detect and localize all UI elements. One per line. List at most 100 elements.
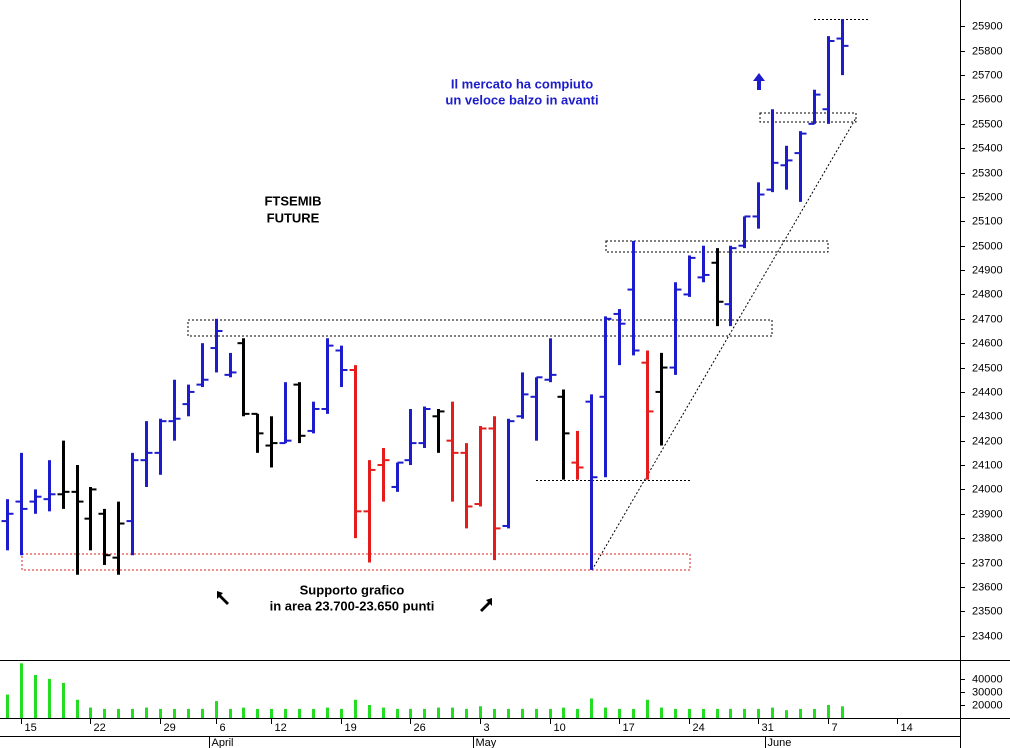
ohlc-bar: [237, 338, 250, 417]
volume-bar: [507, 708, 510, 718]
volume-bar: [62, 682, 65, 718]
ohlc-bar: [126, 452, 139, 556]
y-tick-label: 23700: [972, 557, 1003, 569]
y-tick-label: 25400: [972, 142, 1003, 154]
ohlc-bar: [738, 215, 751, 249]
ohlc-bar: [71, 465, 84, 575]
volume-bar: [549, 708, 552, 718]
y-tick-label: 25100: [972, 215, 1003, 227]
annotation: FTSEMIB FUTURE: [264, 193, 321, 225]
ohlc-bar: [474, 426, 487, 507]
ohlc-bar: [780, 145, 793, 190]
annotation-text: in area 23.700-23.650 punti: [270, 598, 435, 613]
volume-bar: [465, 708, 468, 718]
volume-bar: [604, 707, 607, 718]
x-tick-label: 12: [275, 722, 287, 734]
y-tick-label: 23400: [972, 630, 1003, 642]
volume-bar: [103, 708, 106, 718]
y-tick-label: 25700: [972, 69, 1003, 81]
ohlc-bar: [571, 430, 584, 480]
ohlc-bar: [224, 352, 237, 378]
ohlc-bar: [599, 316, 612, 478]
ohlc-bar: [488, 416, 501, 561]
arrow: [217, 591, 229, 605]
ohlc-bar: [460, 443, 473, 529]
ohlc-bar: [84, 486, 97, 551]
volume-bar: [729, 708, 732, 718]
volume-bar: [396, 708, 399, 718]
volume-bar: [117, 708, 120, 718]
ohlc-bar: [669, 282, 682, 375]
volume-bar: [479, 706, 482, 718]
ohlc-bar: [363, 460, 376, 563]
volume-bar: [493, 708, 496, 718]
volume-bar: [173, 708, 176, 718]
annotation-text: un veloce balzo in avanti: [445, 92, 598, 107]
ohlc-bar: [641, 350, 654, 480]
ohlc-bar: [808, 89, 821, 125]
y-tick-label: 24400: [972, 386, 1003, 398]
arrow: [753, 73, 765, 90]
volume-bar: [437, 707, 440, 718]
x-tick-label: 17: [623, 722, 635, 734]
volume-bar: [368, 704, 371, 718]
x-tick-label: 24: [693, 722, 705, 734]
ohlc-bar: [391, 461, 404, 492]
ohlc-bar: [210, 318, 223, 373]
y-tick-label: 25200: [972, 191, 1003, 203]
ohlc-bar: [377, 447, 390, 502]
y-tick-label: 24900: [972, 264, 1003, 276]
y-tick-label: 24200: [972, 435, 1003, 447]
y-tick-label: 24000: [972, 483, 1003, 495]
ohlc-bar: [418, 406, 431, 448]
y-tick-label: 24100: [972, 459, 1003, 471]
ohlc-bar: [321, 338, 334, 414]
ohlc-bar: [724, 245, 737, 327]
ohlc-bar: [182, 384, 195, 417]
y-tick-label: 24500: [972, 362, 1003, 374]
x-tick-label: 22: [94, 722, 106, 734]
y-tick-label: 24300: [972, 410, 1003, 422]
volume-bar: [618, 708, 621, 718]
y-tick-label: 23900: [972, 508, 1003, 520]
volume-bar: [590, 698, 593, 718]
ohlc-bar: [432, 408, 445, 453]
y-tick-label: 24700: [972, 313, 1003, 325]
x-tick-label: 3: [484, 722, 490, 734]
annotation-text: FTSEMIB: [264, 193, 321, 208]
volume-bar: [827, 704, 830, 718]
month-label: June: [768, 737, 792, 748]
volume-bar: [743, 708, 746, 718]
trend-line: [591, 117, 857, 571]
annotation-text: Il mercato ha compiuto: [451, 76, 593, 91]
volume-bar: [674, 708, 677, 718]
ohlc-bar: [335, 345, 348, 388]
ohlc-bar: [697, 245, 710, 283]
volume-bar: [312, 708, 315, 718]
ohlc-bar: [446, 401, 459, 502]
y-tick-label: 30000: [972, 686, 1003, 698]
ohlc-bar: [822, 36, 835, 124]
ohlc-bar: [655, 352, 668, 446]
volume-bar: [702, 708, 705, 718]
ohlc-bar: [585, 394, 598, 570]
volume-bar: [298, 708, 301, 718]
x-tick-label: 14: [901, 722, 913, 734]
volume-bar: [799, 708, 802, 718]
volume-bar: [771, 707, 774, 718]
volume-bar: [451, 707, 454, 718]
ohlc-bar: [1, 499, 14, 551]
volume-bar: [326, 707, 329, 718]
resistance-box: [187, 319, 773, 337]
volume-bar: [6, 694, 9, 718]
volume-bar: [48, 678, 51, 718]
volume-bar: [716, 708, 719, 718]
y-tick-label: 25900: [972, 20, 1003, 32]
volume-bar: [76, 699, 79, 718]
volume-bar: [409, 708, 412, 718]
volume-bar: [688, 708, 691, 718]
volume-bar: [284, 708, 287, 718]
volume-bar: [256, 708, 259, 718]
volume-bar: [20, 663, 23, 718]
